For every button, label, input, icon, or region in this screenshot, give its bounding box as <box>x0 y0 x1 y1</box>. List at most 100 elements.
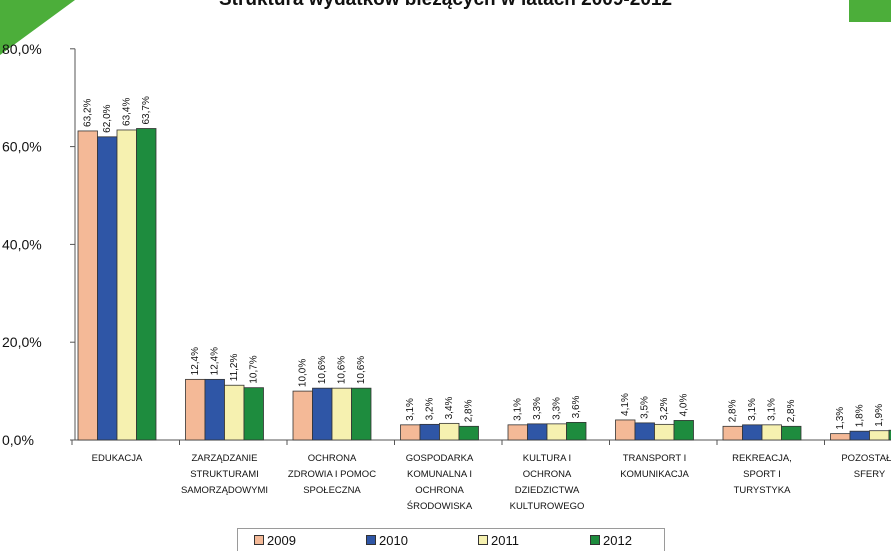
data-label: 3,5% <box>640 396 651 419</box>
bar <box>136 128 157 441</box>
bar <box>351 387 372 441</box>
category-label: REKREACJA, <box>732 453 792 464</box>
legend-label-2012: 2012 <box>603 533 632 548</box>
bar <box>673 420 694 441</box>
y-tick-label: 0,0% <box>2 432 34 448</box>
bar <box>77 130 98 441</box>
bar <box>722 425 743 441</box>
legend-item-2009: 2009 <box>254 533 296 548</box>
bar <box>419 423 440 441</box>
category-label: ZARZĄDZANIE <box>192 453 258 464</box>
data-label: 10,6% <box>317 356 328 384</box>
y-tick-label: 40,0% <box>2 236 42 252</box>
data-label: 4,1% <box>620 393 631 416</box>
bar <box>204 378 225 441</box>
data-label: 3,6% <box>571 395 582 418</box>
data-label: 63,7% <box>141 96 152 124</box>
bar <box>439 422 460 441</box>
bar <box>566 421 587 441</box>
bar <box>546 423 567 441</box>
legend-label-2009: 2009 <box>267 533 296 548</box>
chart-title: Struktura wydatków bieżących w latach 20… <box>0 0 891 11</box>
legend-label-2010: 2010 <box>379 533 408 548</box>
legend-swatch-2009 <box>254 535 264 545</box>
category-label: STRUKTURAMI <box>190 469 259 480</box>
data-label: 3,3% <box>552 397 563 420</box>
data-label: 4,0% <box>679 394 690 417</box>
bar <box>458 425 479 441</box>
data-label: 3,3% <box>532 397 543 420</box>
bar <box>761 424 782 441</box>
bar <box>869 430 890 441</box>
legend-label-2011: 2011 <box>491 533 519 548</box>
bar <box>331 387 352 441</box>
category-label: ZDROWIA I POMOC <box>288 469 376 480</box>
data-label: 12,4% <box>210 347 221 375</box>
legend-swatch-2010 <box>366 535 376 545</box>
data-label: 3,1% <box>767 398 778 421</box>
decorative-corner-triangle <box>0 0 75 55</box>
bar <box>527 423 548 441</box>
y-tick-label: 80,0% <box>2 41 42 57</box>
bar <box>654 423 675 441</box>
legend-swatch-2011 <box>478 535 488 545</box>
category-label: ŚRODOWISKA <box>407 500 473 512</box>
bar <box>830 433 851 441</box>
category-label: SFERY <box>854 469 886 480</box>
bar <box>400 424 421 441</box>
data-label: 2,8% <box>786 399 797 422</box>
bar <box>888 429 891 441</box>
data-label: 1,3% <box>835 407 846 430</box>
category-label: SPOŁECZNA <box>303 485 361 496</box>
y-tick-label: 60,0% <box>2 139 42 155</box>
y-tick-label: 20,0% <box>2 334 42 350</box>
legend-swatch-2012 <box>590 535 600 545</box>
data-label: 3,2% <box>425 397 436 420</box>
data-label: 10,0% <box>298 359 309 387</box>
legend-item-2010: 2010 <box>366 533 408 548</box>
data-label: 3,2% <box>659 397 670 420</box>
decorative-corner-rect <box>849 0 891 22</box>
data-label: 62,0% <box>102 104 113 132</box>
data-label: 3,4% <box>444 396 455 419</box>
data-label: 12,4% <box>190 347 201 375</box>
data-label: 10,6% <box>337 356 348 384</box>
bar <box>312 387 333 441</box>
category-label: OCHRONA <box>523 469 572 480</box>
bar <box>185 378 206 441</box>
data-label: 2,8% <box>464 399 475 422</box>
data-label: 2,8% <box>728 399 739 422</box>
data-label: 3,1% <box>405 398 416 421</box>
bar <box>634 422 655 441</box>
bar <box>292 390 313 441</box>
legend-item-2011: 2011 <box>478 533 519 548</box>
category-label: KOMUNALNA I <box>407 469 472 480</box>
category-label: SAMORZĄDOWYMI <box>181 485 268 496</box>
data-label: 1,9% <box>874 404 885 427</box>
bar <box>615 419 636 441</box>
category-label: TRANSPORT I <box>623 453 687 464</box>
bar <box>224 384 245 441</box>
data-label: 10,6% <box>356 356 367 384</box>
data-label: 3,1% <box>747 398 758 421</box>
data-label: 1,8% <box>855 404 866 427</box>
data-label: 3,1% <box>513 398 524 421</box>
bar <box>507 424 528 441</box>
category-label: GOSPODARKA <box>406 453 474 464</box>
data-label: 63,4% <box>122 98 133 126</box>
category-label: OCHRONA <box>308 453 357 464</box>
category-label: KULTUROWEGO <box>510 501 585 512</box>
category-label: KULTURA I <box>523 453 571 464</box>
data-label: 11,2% <box>229 354 240 382</box>
data-label: 63,2% <box>83 98 94 126</box>
category-label: OCHRONA <box>415 485 464 496</box>
category-label: DZIEDZICTWA <box>515 485 580 496</box>
legend: 2009 2010 2011 2012 <box>237 528 665 551</box>
bar <box>243 387 264 441</box>
legend-item-2012: 2012 <box>590 533 632 548</box>
bar <box>781 425 802 441</box>
category-label: POZOSTAŁE <box>841 453 891 464</box>
data-label: 10,7% <box>249 355 260 383</box>
bar <box>742 424 763 441</box>
